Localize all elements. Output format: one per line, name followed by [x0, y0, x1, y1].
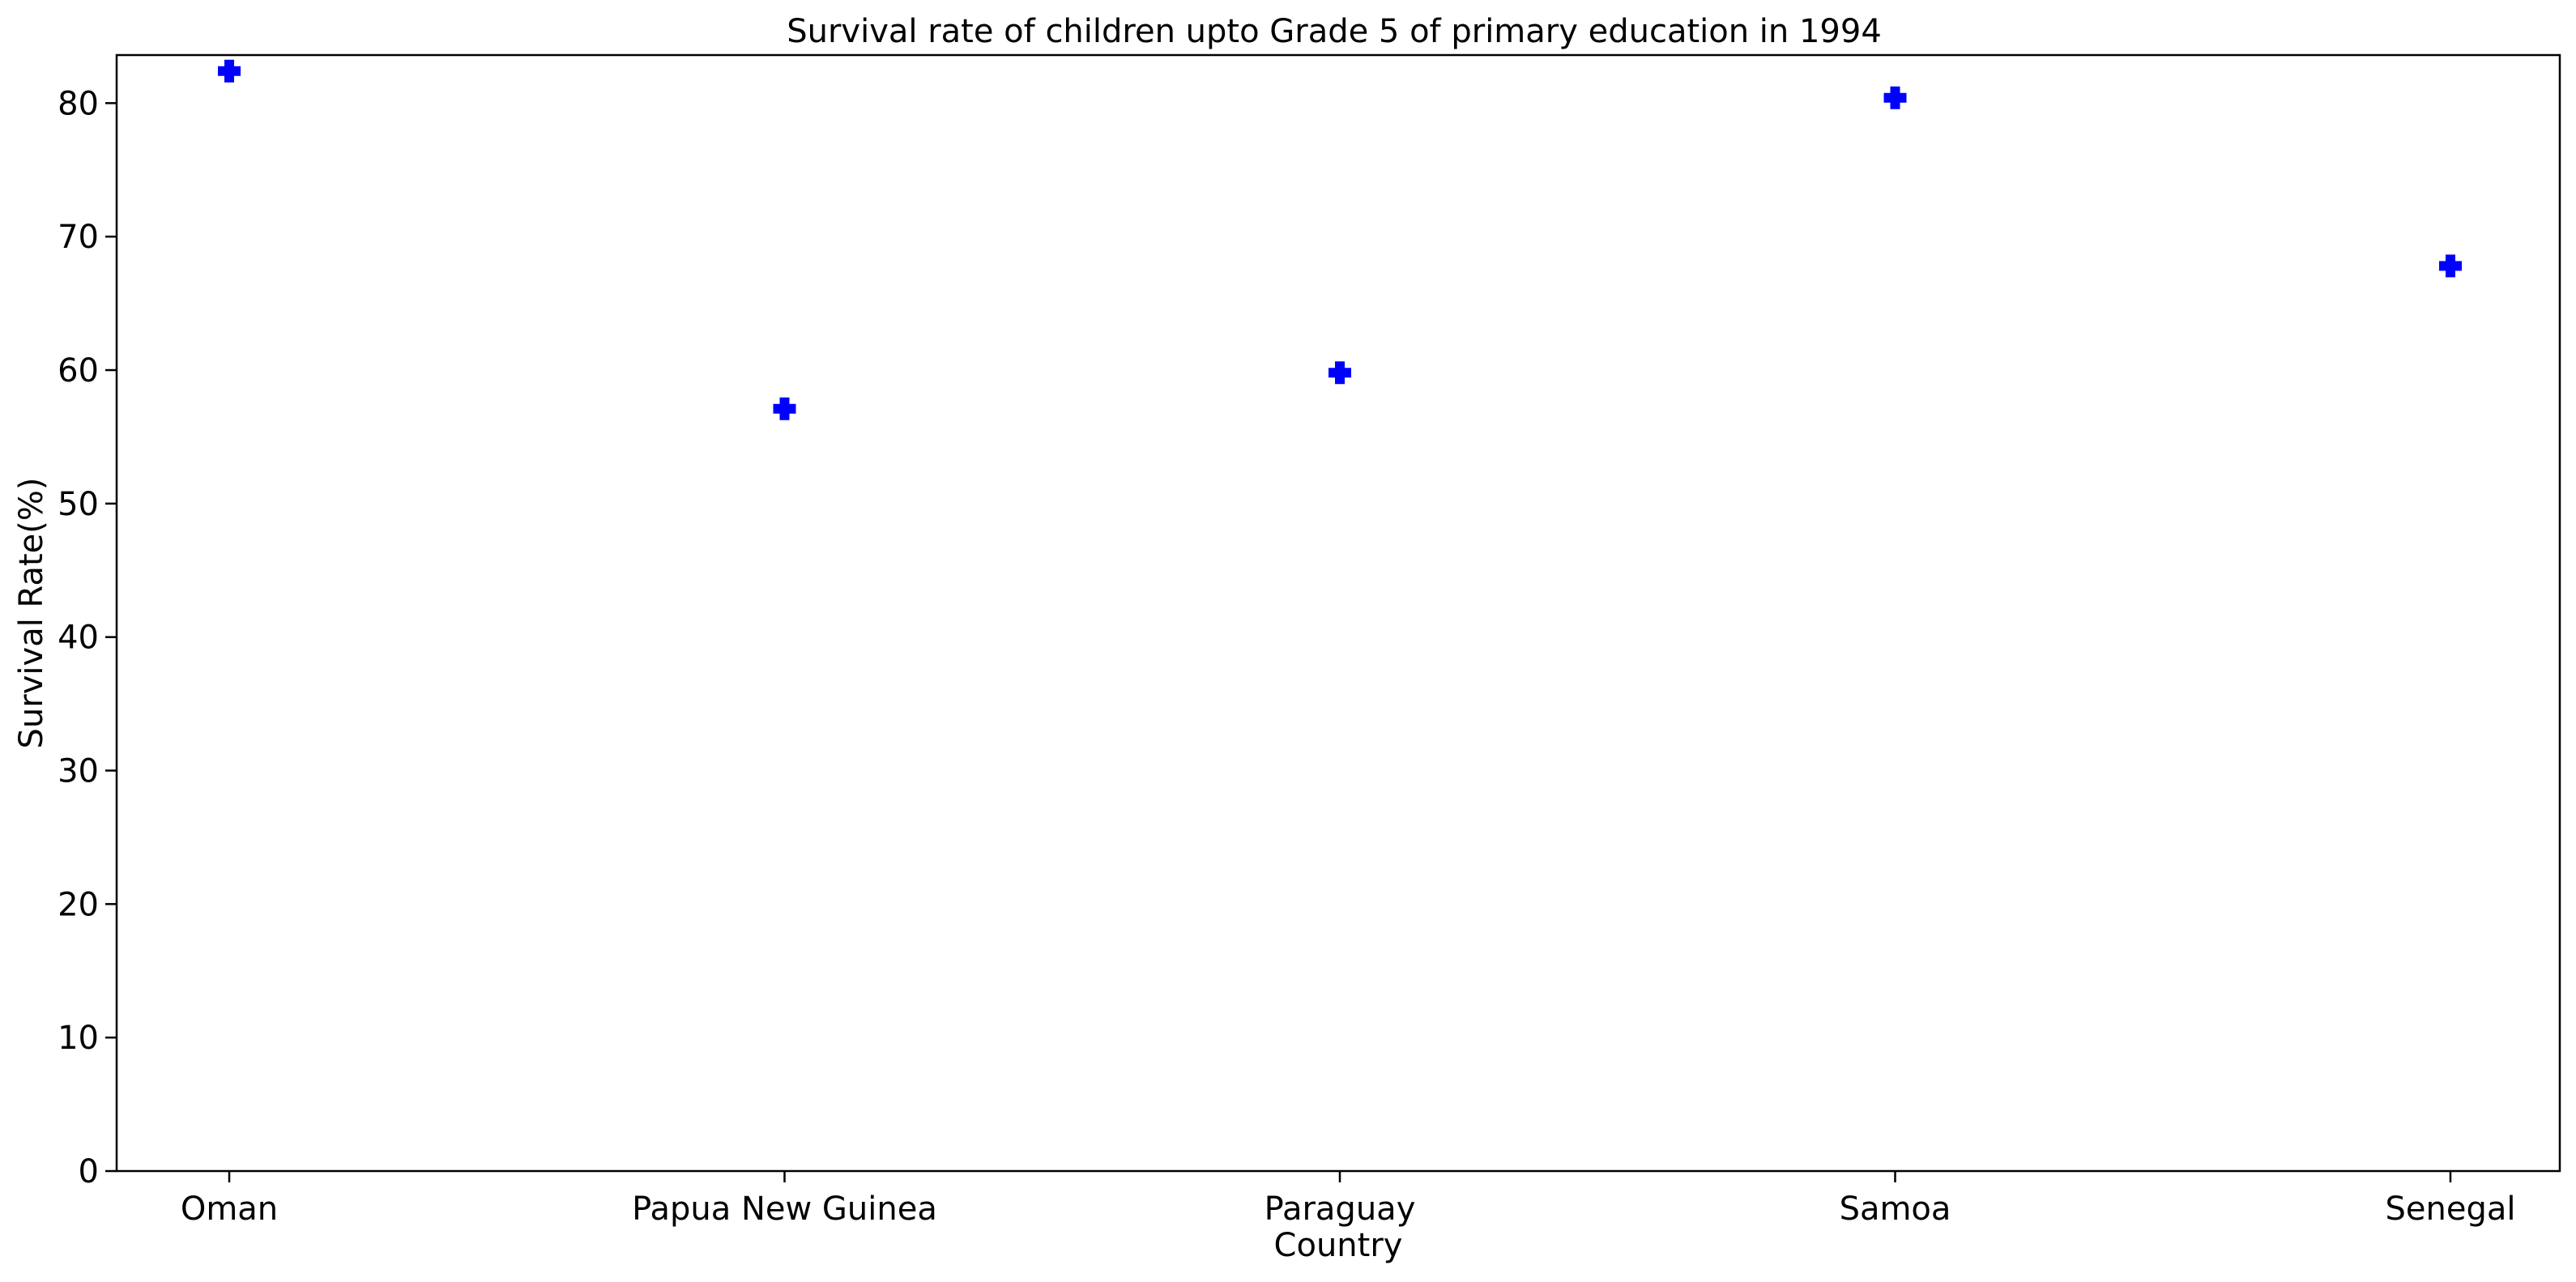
- x-tick-label: Oman: [181, 1190, 278, 1228]
- y-tick-label: 70: [58, 219, 99, 256]
- x-tick-label: Senegal: [2386, 1190, 2516, 1228]
- plot-area-frame: [115, 53, 2561, 1173]
- y-tick-label: 20: [58, 886, 99, 923]
- x-tick-label: Samoa: [1840, 1190, 1951, 1228]
- y-tick-label: 40: [58, 620, 99, 657]
- y-axis-ticks: 0 10 20 30 40 50 60 70 80: [58, 85, 117, 1190]
- x-tick-label: Paraguay: [1265, 1190, 1416, 1228]
- data-point-marker: [773, 397, 796, 420]
- data-point-marker: [1883, 86, 1907, 109]
- y-tick-label: 80: [58, 85, 99, 122]
- x-axis-ticks: Oman Papua New Guinea Paraguay Samoa Senegal: [181, 1171, 2516, 1228]
- y-tick-label: 50: [58, 486, 99, 523]
- chart-title: Survival rate of children upto Grade 5 o…: [787, 13, 1882, 50]
- data-point-marker: [218, 59, 241, 83]
- y-axis-title: Survival Rate(%): [13, 478, 50, 749]
- y-tick-label: 10: [58, 1020, 99, 1057]
- x-axis-title: Country: [1274, 1227, 1403, 1264]
- data-point-marker: [1329, 361, 1351, 385]
- y-tick-label: 0: [79, 1153, 99, 1190]
- y-tick-label: 60: [58, 352, 99, 390]
- y-tick-label: 30: [58, 753, 99, 790]
- x-tick-label: Papua New Guinea: [632, 1190, 937, 1228]
- data-point-marker: [2439, 254, 2462, 278]
- data-points: [218, 59, 2462, 420]
